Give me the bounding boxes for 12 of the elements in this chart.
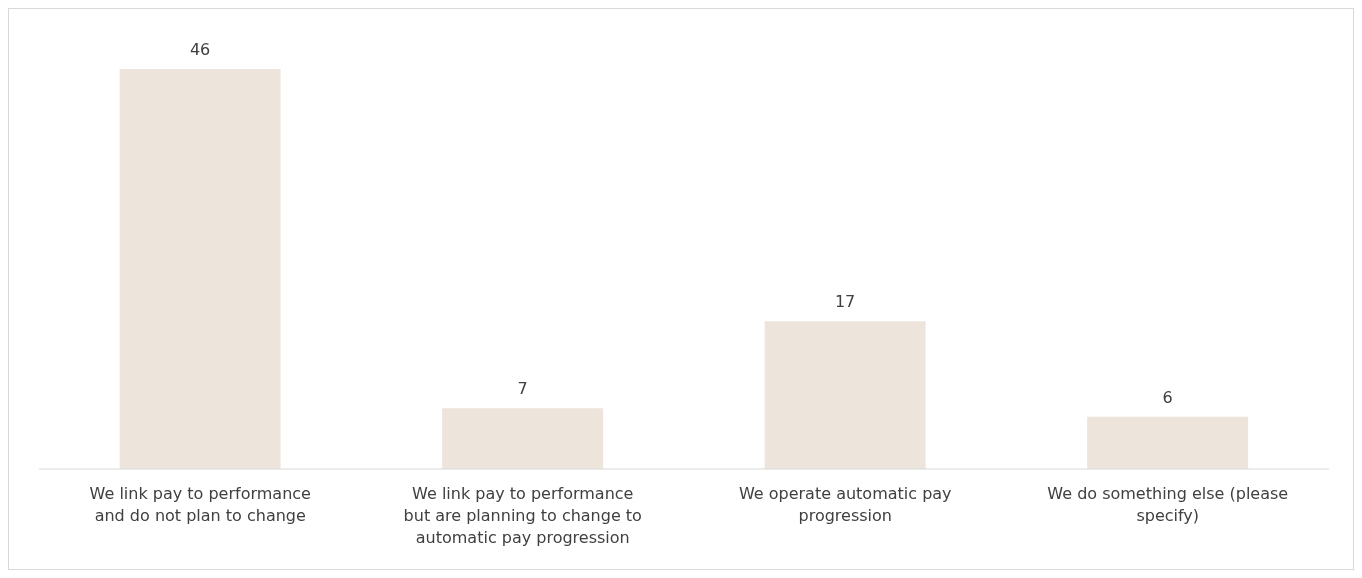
x-tick-label: We link pay to performance and do not plan to change <box>89 484 311 525</box>
bar <box>442 408 604 469</box>
bar <box>119 69 281 469</box>
bar <box>764 321 926 469</box>
x-tick-label: We operate automatic pay progression <box>738 484 952 525</box>
x-tick-label: We do something else (please specify) <box>1047 484 1289 525</box>
data-label: 17 <box>834 292 856 312</box>
data-label: 6 <box>1162 387 1173 407</box>
data-label: 46 <box>189 40 211 59</box>
x-tick-label: We link pay to performance but are planning to change to automatic pay progression <box>403 484 642 547</box>
bar <box>1087 416 1249 469</box>
data-label: 7 <box>517 379 528 399</box>
